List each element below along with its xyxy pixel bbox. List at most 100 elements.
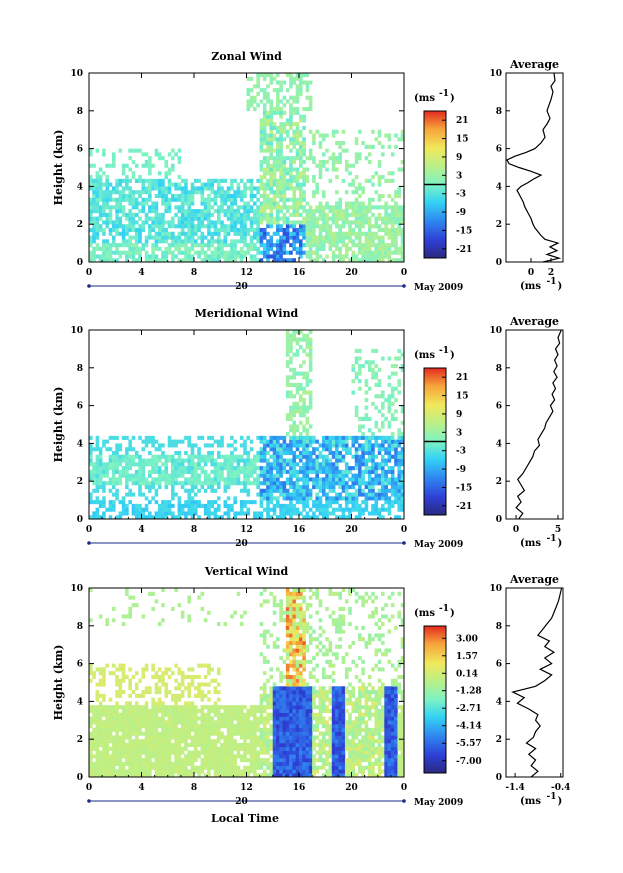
heatmap-cell xyxy=(98,484,103,490)
heatmap-cell xyxy=(210,469,214,474)
heatmap-cell xyxy=(125,212,129,217)
heatmap-cell xyxy=(223,258,228,263)
heatmap-cell xyxy=(187,224,192,229)
heatmap-cell xyxy=(161,227,165,233)
heatmap-cell xyxy=(210,731,214,736)
heatmap-cell xyxy=(292,175,297,180)
heatmap-cell xyxy=(308,148,313,153)
heatmap-cell xyxy=(105,250,109,255)
heatmap-cell xyxy=(331,159,336,165)
heatmap-cell xyxy=(111,462,116,467)
heatmap-cell xyxy=(134,235,139,240)
heatmap-cell xyxy=(121,742,126,748)
heatmap-cell xyxy=(299,371,303,376)
heatmap-cell xyxy=(262,209,267,214)
heatmap-cell xyxy=(151,735,155,740)
heatmap-cell xyxy=(302,152,306,157)
heatmap-cell xyxy=(197,769,201,774)
heatmap-cell xyxy=(115,443,119,448)
heatmap-cell xyxy=(213,731,218,736)
heatmap-cell xyxy=(276,231,280,236)
heatmap-cell xyxy=(98,693,103,698)
heatmap-cell xyxy=(125,769,129,774)
heatmap-cell xyxy=(213,466,218,471)
heatmap-cell xyxy=(164,724,169,729)
heatmap-cell xyxy=(118,454,123,459)
heatmap-cell xyxy=(102,724,106,729)
heatmap-cell xyxy=(213,765,218,770)
heatmap-cell xyxy=(223,773,228,778)
heatmap-cell xyxy=(92,178,96,183)
heatmap-cell xyxy=(184,220,188,225)
heatmap-cell xyxy=(233,739,237,744)
heatmap-cell xyxy=(223,209,228,214)
heatmap-cell xyxy=(266,477,270,482)
heatmap-cell xyxy=(95,742,100,748)
heatmap-cell xyxy=(190,473,195,478)
heatmap-cell xyxy=(164,227,169,233)
heatmap-cell xyxy=(243,481,247,486)
heatmap-cell xyxy=(111,671,116,676)
heatmap-cell xyxy=(302,488,306,493)
heatmap-cell xyxy=(302,503,306,508)
heatmap-cell xyxy=(115,758,119,763)
heatmap-cell xyxy=(305,220,310,225)
heatmap-cell xyxy=(154,716,159,721)
heatmap-cell xyxy=(384,216,388,221)
heatmap-cell xyxy=(121,622,126,627)
heatmap-cell xyxy=(282,137,287,142)
heatmap-cell xyxy=(187,716,192,721)
heatmap-cell xyxy=(390,209,395,214)
heatmap-cell xyxy=(295,141,300,146)
heatmap-cell xyxy=(184,246,188,251)
heatmap-cell xyxy=(167,708,172,714)
heatmap-cell xyxy=(154,477,159,482)
heatmap-cell xyxy=(108,765,113,770)
heatmap-cell xyxy=(207,750,211,755)
heatmap-cell xyxy=(111,250,116,255)
heatmap-cell xyxy=(315,254,319,259)
heatmap-cell xyxy=(154,765,159,770)
heatmap-cell xyxy=(157,754,162,759)
heatmap-cell xyxy=(220,227,224,233)
heatmap-cell xyxy=(262,148,267,153)
heatmap-cell xyxy=(256,739,260,744)
heatmap-cell xyxy=(121,671,126,676)
heatmap-cell xyxy=(233,754,237,759)
heatmap-cell xyxy=(210,484,214,490)
heatmap-cell xyxy=(167,761,172,766)
heatmap-cell xyxy=(98,246,103,251)
heatmap-cell xyxy=(266,258,270,263)
heatmap-cell xyxy=(177,671,182,676)
heatmap-cell xyxy=(115,701,119,706)
heatmap-cell xyxy=(213,686,218,691)
heatmap-cell xyxy=(102,674,106,680)
heatmap-cell xyxy=(161,454,165,459)
heatmap-cell xyxy=(305,496,310,501)
heatmap-cell xyxy=(108,488,113,493)
heatmap-cell xyxy=(358,462,362,467)
heatmap-cell xyxy=(299,469,303,474)
heatmap-cell xyxy=(338,224,342,229)
heatmap-cell xyxy=(194,216,198,221)
heatmap-cell xyxy=(394,235,398,240)
heatmap-cell xyxy=(305,352,310,357)
heatmap-cell xyxy=(207,690,211,695)
heatmap-cell xyxy=(128,724,132,729)
heatmap-cell xyxy=(144,712,149,717)
heatmap-cell xyxy=(95,454,100,459)
heatmap-cell xyxy=(216,761,221,766)
heatmap-cell xyxy=(243,705,247,710)
heatmap-cell xyxy=(272,148,277,153)
heatmap-cell xyxy=(200,705,205,710)
heatmap-cell xyxy=(374,137,379,142)
heatmap-cell xyxy=(289,503,293,508)
heatmap-cell xyxy=(331,439,336,444)
heatmap-cell xyxy=(207,216,211,221)
heatmap-cell xyxy=(128,727,132,732)
heatmap-cell xyxy=(272,447,277,452)
heatmap-cell xyxy=(121,739,126,744)
heatmap-cell xyxy=(276,80,280,85)
heatmap-cell xyxy=(321,443,326,448)
heatmap-cell xyxy=(226,515,231,520)
